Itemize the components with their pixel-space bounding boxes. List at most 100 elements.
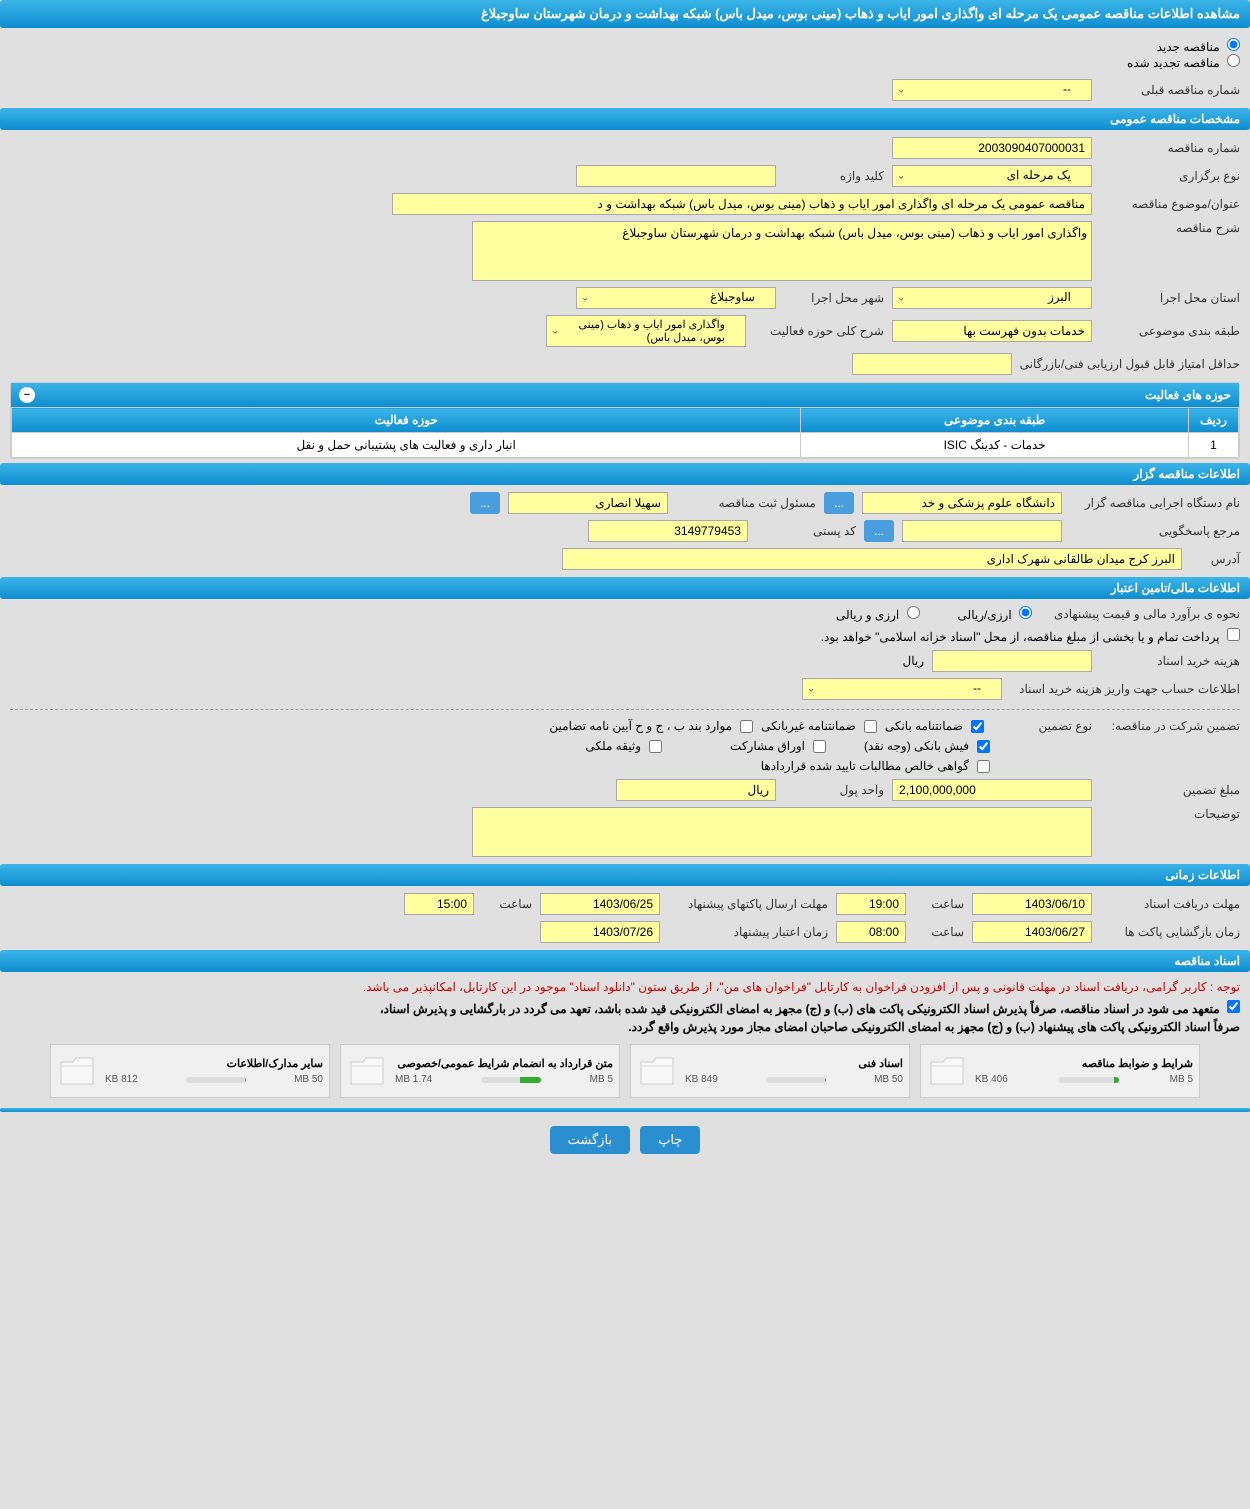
radio-rial[interactable]: ارزی/ریالی xyxy=(958,606,1032,622)
back-button[interactable]: بازگشت xyxy=(550,1126,630,1154)
packet-deadline-time[interactable]: 15:00 xyxy=(404,893,474,915)
activity-desc-select[interactable]: واگذاری امور ایاب و ذهاب (مینی بوس، میدل… xyxy=(546,315,746,347)
chevron-down-icon: ⌄ xyxy=(897,85,905,96)
keyword-input[interactable] xyxy=(576,165,776,187)
currency-unit-value: ریال xyxy=(616,779,776,801)
file-title: شرایط و ضوابط مناقصه xyxy=(975,1057,1193,1070)
rial-unit: ریال xyxy=(902,654,924,668)
activity-desc-label: شرح کلی حوزه فعالیت xyxy=(754,324,884,338)
print-button[interactable]: چاپ xyxy=(640,1126,700,1154)
folder-icon xyxy=(57,1051,97,1091)
province-label: استان محل اجرا xyxy=(1100,291,1240,305)
radio-new-tender[interactable]: مناقصه جدید xyxy=(1157,40,1240,54)
province-select[interactable]: البرز ⌄ xyxy=(892,287,1092,309)
prev-number-value: -- xyxy=(1063,82,1071,96)
file-max: 50 MB xyxy=(294,1074,323,1085)
min-score-label: حداقل امتیاز قابل قبول ارزیابی فنی/بازرگ… xyxy=(1020,357,1240,371)
collapse-icon[interactable]: − xyxy=(19,387,35,403)
file-max: 5 MB xyxy=(590,1074,613,1085)
chevron-down-icon: ⌄ xyxy=(551,326,559,337)
cb-regulation-items[interactable] xyxy=(740,720,753,733)
file-panel[interactable]: متن قرارداد به انضمام شرایط عمومی/خصوصی … xyxy=(340,1044,620,1098)
responder-label: مرجع پاسخگویی xyxy=(1070,524,1240,538)
progress-bar xyxy=(766,1077,826,1083)
cell-row-num: 1 xyxy=(1189,433,1239,458)
time-label-2: ساعت xyxy=(482,897,532,911)
notes-textarea[interactable] xyxy=(472,807,1092,857)
category-value: خدمات بدون فهرست بها xyxy=(892,320,1092,342)
chevron-down-icon: ⌄ xyxy=(897,293,905,304)
file-panel[interactable]: اسناد فنی 50 MB 849 KB xyxy=(630,1044,910,1098)
holding-type-label: نوع برگزاری xyxy=(1100,169,1240,183)
cb-bank-receipt[interactable] xyxy=(977,740,990,753)
cb-bank-receipt-label: فیش بانکی (وجه نقد) xyxy=(864,739,969,753)
file-title: متن قرارداد به انضمام شرایط عمومی/خصوصی xyxy=(395,1057,613,1070)
cb-receivables[interactable] xyxy=(977,760,990,773)
city-select[interactable]: ساوجبلاغ ⌄ xyxy=(576,287,776,309)
exec-name-value: دانشگاه علوم پزشکی و خد xyxy=(862,492,1062,514)
progress-bar xyxy=(186,1077,246,1083)
holding-type-select[interactable]: یک مرحله ای⌄ xyxy=(892,165,1092,187)
doc-deadline-time[interactable]: 19:00 xyxy=(836,893,906,915)
treasury-checkbox[interactable]: پرداخت تمام و یا بخشی از مبلغ مناقصه، از… xyxy=(821,628,1240,644)
doc-deadline-date[interactable]: 1403/06/10 xyxy=(972,893,1092,915)
file-panel[interactable]: سایر مدارک/اطلاعات 50 MB 812 KB xyxy=(50,1044,330,1098)
table-row: 1 خدمات - کدینگ ISIC انبار داری و فعالیت… xyxy=(12,433,1239,458)
min-score-input[interactable] xyxy=(852,353,1012,375)
notice-red: توجه : کاربر گرامی، دریافت اسناد در مهلت… xyxy=(0,976,1250,998)
radio-currency[interactable]: ارزی و ریالی xyxy=(836,606,920,622)
validity-label: زمان اعتبار پیشنهاد xyxy=(668,925,828,939)
section-timing: اطلاعات زمانی xyxy=(0,864,1250,886)
deposit-account-select[interactable]: -- ⌄ xyxy=(802,678,1002,700)
file-panel[interactable]: شرایط و ضوابط مناقصه 5 MB 406 KB xyxy=(920,1044,1200,1098)
guarantee-amount-value[interactable]: 2,100,000,000 xyxy=(892,779,1092,801)
chevron-down-icon: ⌄ xyxy=(897,171,905,182)
radio-rial-label: ارزی/ریالی xyxy=(958,608,1012,622)
cb-property[interactable] xyxy=(649,740,662,753)
exec-lookup-button[interactable]: ... xyxy=(824,492,854,514)
purchase-cost-input[interactable] xyxy=(932,650,1092,672)
radio-renewed-tender[interactable]: مناقصه تجدید شده xyxy=(1127,56,1240,70)
packet-deadline-date[interactable]: 1403/06/25 xyxy=(540,893,660,915)
cb-bank-guarantee[interactable] xyxy=(971,720,984,733)
commitment-checkbox[interactable] xyxy=(1227,1000,1240,1013)
deposit-account-label: اطلاعات حساب جهت واریز هزینه خرید اسناد xyxy=(1010,682,1240,696)
registrar-lookup-button[interactable]: ... xyxy=(470,492,500,514)
col-category: طبقه بندی موضوعی xyxy=(801,408,1189,433)
responder-lookup-button[interactable]: ... xyxy=(864,520,894,542)
guarantee-amount-label: مبلغ تضمین xyxy=(1100,783,1240,797)
file-title: اسناد فنی xyxy=(685,1057,903,1070)
guarantee-label: تضمین شرکت در مناقصه: xyxy=(1100,719,1240,733)
chevron-down-icon: ⌄ xyxy=(807,684,815,695)
opening-date[interactable]: 1403/06/27 xyxy=(972,921,1092,943)
file-size: 1.74 MB xyxy=(395,1074,432,1085)
file-title: سایر مدارک/اطلاعات xyxy=(105,1057,323,1070)
subject-value[interactable]: مناقصه عمومی یک مرحله ای واگذاری امور ای… xyxy=(392,193,1092,215)
cb-receivables-label: گواهی خالص مطالبات تایید شده قراردادها xyxy=(761,759,969,773)
cb-partnership[interactable] xyxy=(813,740,826,753)
progress-bar xyxy=(1059,1077,1119,1083)
postal-label: کد پستی xyxy=(756,524,856,538)
province-value: البرز xyxy=(1048,290,1071,304)
description-textarea[interactable]: واگذاری امور ایاب و ذهاب (مینی بوس، میدل… xyxy=(472,221,1092,281)
exec-name-label: نام دستگاه اجرایی مناقصه گزار xyxy=(1070,496,1240,510)
chevron-down-icon: ⌄ xyxy=(581,293,589,304)
city-value: ساوجبلاغ xyxy=(710,290,755,304)
registrar-value: سهیلا انصاری xyxy=(508,492,668,514)
prev-number-select[interactable]: -- ⌄ xyxy=(892,79,1092,101)
estimate-label: نحوه ی برآورد مالی و قیمت پیشنهادی xyxy=(1040,607,1240,621)
opening-time[interactable]: 08:00 xyxy=(836,921,906,943)
purchase-cost-label: هزینه خرید اسناد xyxy=(1100,654,1240,668)
time-label-1: ساعت xyxy=(914,897,964,911)
validity-date[interactable]: 1403/07/26 xyxy=(540,921,660,943)
radio-renewed-label: مناقصه تجدید شده xyxy=(1127,56,1220,70)
description-label: شرح مناقصه xyxy=(1100,221,1240,235)
doc-deadline-label: مهلت دریافت اسناد xyxy=(1100,897,1240,911)
tender-number-value: 2003090407000031 xyxy=(892,137,1092,159)
cb-nonbank-guarantee[interactable] xyxy=(864,720,877,733)
responder-input[interactable] xyxy=(902,520,1062,542)
deposit-account-value: -- xyxy=(973,681,981,695)
radio-new-label: مناقصه جدید xyxy=(1157,40,1220,54)
city-label: شهر محل اجرا xyxy=(784,291,884,305)
file-size: 812 KB xyxy=(105,1074,138,1085)
